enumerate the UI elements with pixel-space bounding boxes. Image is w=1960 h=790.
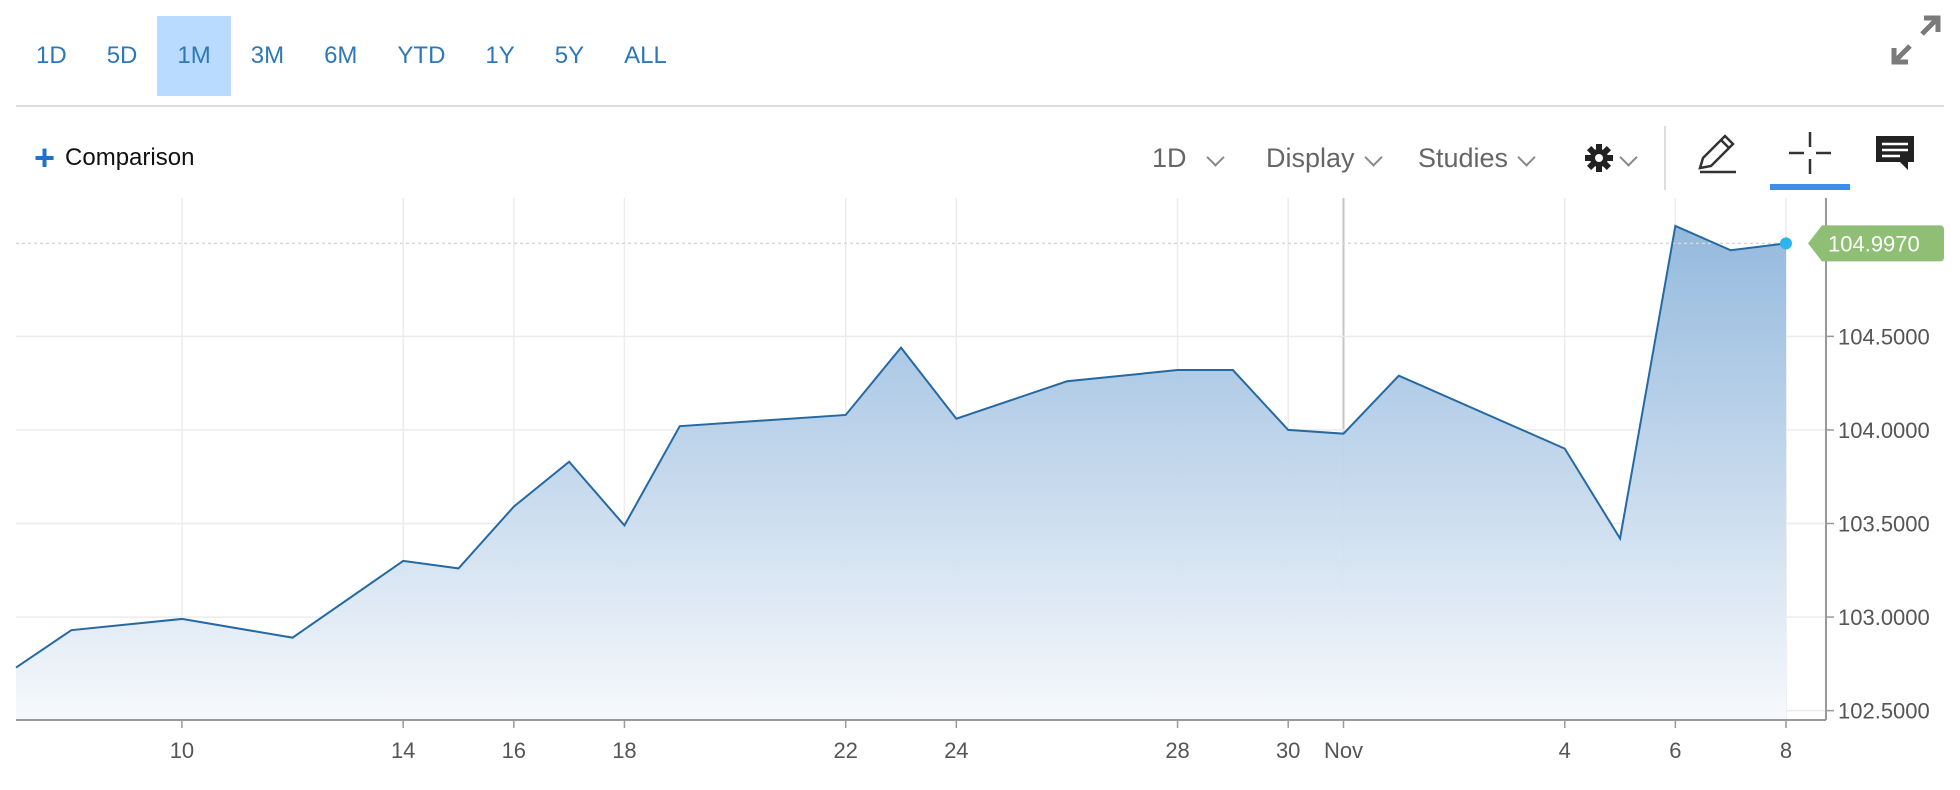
y-tick-label: 104.0000 — [1838, 418, 1930, 443]
range-button-1y[interactable]: 1Y — [485, 42, 515, 69]
toolbar-divider — [16, 105, 1944, 107]
data-point[interactable] — [1175, 367, 1181, 373]
data-point[interactable] — [677, 423, 683, 429]
gear-icon — [1585, 144, 1613, 172]
range-button-3m[interactable]: 3M — [250, 42, 285, 69]
y-tick-label: 104.5000 — [1838, 324, 1930, 349]
chevron-down-icon — [1517, 147, 1536, 167]
add-comparison-button[interactable]: + Comparison — [34, 138, 194, 178]
x-tick-label: 18 — [612, 738, 636, 763]
studies-dropdown[interactable]: Studies — [1418, 138, 1536, 178]
range-button-5y[interactable]: 5Y — [554, 42, 585, 69]
last-price-label: 104.9970 — [1828, 231, 1920, 256]
last-price-badge — [1808, 225, 1944, 262]
chart-toolbar: + Comparison 1D Display Studies — [16, 120, 1946, 192]
data-point[interactable] — [400, 558, 406, 564]
toolbar-separator — [1664, 126, 1666, 190]
price-chart[interactable]: 10 14 16 18 22 24 28 30 Nov 4 6 8 102.5000 103.0000 10… — [0, 190, 1960, 790]
data-point[interactable] — [68, 627, 74, 633]
chevron-down-icon — [1205, 147, 1225, 167]
comparison-label: Comparison — [65, 144, 195, 171]
x-tick-label: Nov — [1324, 738, 1363, 763]
x-tick-label: 10 — [170, 738, 194, 763]
data-point[interactable] — [1562, 446, 1568, 452]
price-area — [16, 225, 1786, 720]
data-point[interactable] — [898, 345, 904, 351]
range-button-6m[interactable]: 6M — [324, 42, 358, 69]
data-point[interactable] — [1230, 367, 1236, 373]
data-point[interactable] — [456, 565, 462, 571]
data-point[interactable] — [566, 459, 572, 465]
data-point[interactable] — [843, 412, 849, 418]
interval-dropdown[interactable]: 1D — [1152, 138, 1225, 178]
comment-icon[interactable] — [1870, 128, 1920, 178]
data-point[interactable] — [290, 635, 296, 641]
settings-dropdown[interactable] — [1584, 138, 1638, 178]
crosshair-icon[interactable] — [1785, 128, 1835, 178]
x-tick-label: 24 — [944, 738, 968, 763]
display-dropdown[interactable]: Display — [1266, 138, 1383, 178]
range-button-all[interactable]: ALL — [624, 42, 667, 69]
data-point[interactable] — [621, 522, 627, 528]
data-point[interactable] — [953, 416, 959, 422]
x-tick-label: 16 — [502, 738, 526, 763]
plus-icon: + — [34, 137, 56, 178]
data-point[interactable] — [179, 616, 185, 622]
range-button-1m[interactable]: 1M — [157, 16, 231, 96]
range-button-ytd[interactable]: YTD — [397, 42, 446, 69]
data-point[interactable] — [1617, 535, 1623, 541]
y-tick-label: 103.0000 — [1838, 605, 1930, 630]
y-tick-label: 102.5000 — [1838, 699, 1930, 724]
interval-label: 1D — [1152, 142, 1187, 173]
x-tick-label: 22 — [833, 738, 857, 763]
data-point[interactable] — [1396, 373, 1402, 379]
last-price-point — [1780, 237, 1792, 250]
price-line — [15, 224, 1787, 669]
x-tick-label: 28 — [1165, 738, 1189, 763]
data-point[interactable] — [1341, 431, 1347, 437]
x-tick-label: 6 — [1669, 738, 1681, 763]
x-tick-label: 14 — [391, 738, 415, 763]
chevron-down-icon — [1619, 147, 1638, 167]
data-point[interactable] — [511, 504, 517, 510]
time-range-selector: 1D 5D 1M 3M 6M YTD 1Y 5Y ALL — [16, 16, 687, 96]
range-button-5d[interactable]: 5D — [106, 42, 138, 69]
data-point[interactable] — [1728, 247, 1734, 253]
data-point[interactable] — [1064, 378, 1070, 384]
display-label: Display — [1266, 142, 1355, 173]
x-tick-label: 8 — [1780, 738, 1792, 763]
range-button-1d[interactable]: 1D — [36, 42, 67, 69]
studies-label: Studies — [1418, 142, 1509, 173]
data-point[interactable] — [13, 665, 19, 671]
y-tick-label: 103.5000 — [1838, 512, 1930, 537]
data-point[interactable] — [1672, 223, 1678, 229]
pencil-icon[interactable] — [1692, 128, 1742, 178]
data-point[interactable] — [1285, 427, 1291, 433]
x-tick-label: 4 — [1559, 738, 1571, 763]
x-tick-label: 30 — [1276, 738, 1300, 763]
crosshair-active-indicator — [1770, 184, 1850, 190]
expand-icon[interactable] — [1888, 12, 1944, 68]
chevron-down-icon — [1363, 147, 1383, 167]
